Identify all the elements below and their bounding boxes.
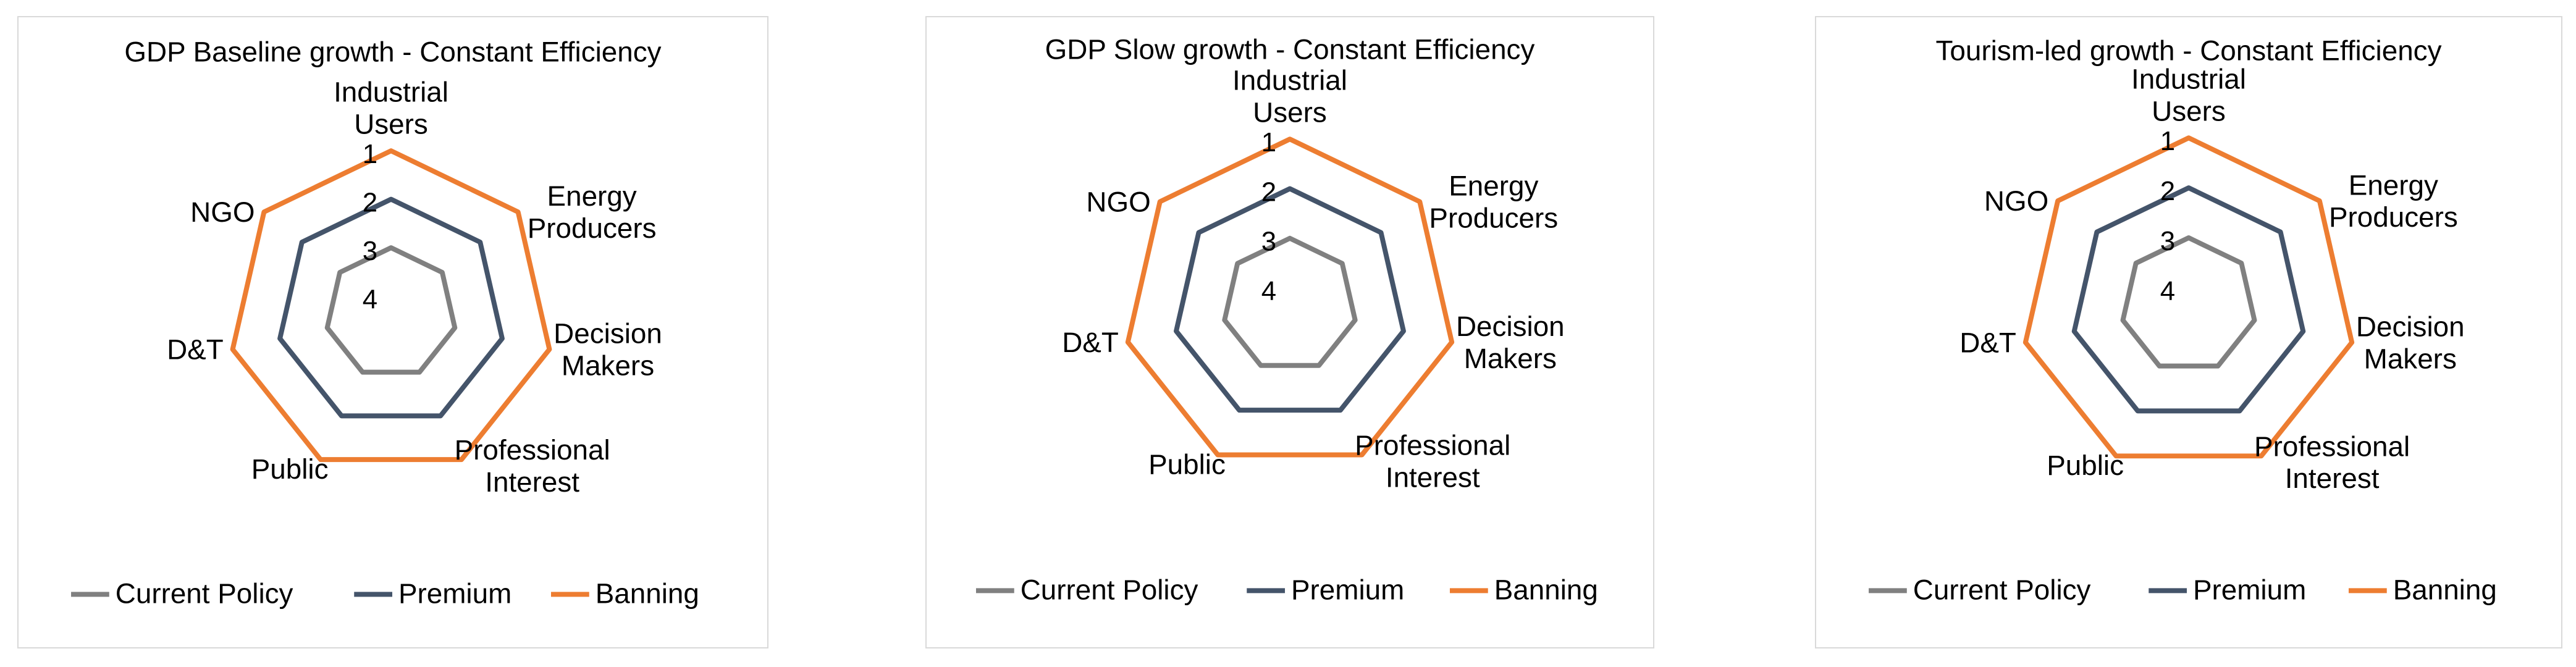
- legend-label-current-policy: Current Policy: [116, 577, 293, 609]
- rank-tick-label: 1: [1261, 127, 1276, 157]
- rank-tick-label: 4: [1261, 276, 1276, 306]
- legend-label-current-policy: Current Policy: [1021, 574, 1198, 605]
- chart-panel-1: GDP Baseline growth - Constant Efficienc…: [17, 16, 768, 648]
- series-current-policy-polygon: [1222, 235, 1358, 368]
- chart-panel-2: GDP Slow growth - Constant Efficiency 1 2 3…: [925, 16, 1654, 648]
- legend-label-premium: Premium: [2193, 574, 2306, 605]
- legend-label-current-policy: Current Policy: [1913, 574, 2091, 605]
- series-premium-polygon: [2071, 185, 2306, 414]
- radar-chart-2: GDP Slow growth - Constant Efficiency 1 2 3…: [975, 34, 1598, 605]
- series-premium-polygon: [277, 196, 505, 419]
- rank-tick-label: 3: [2160, 226, 2175, 256]
- legend-label-banning: Banning: [2393, 574, 2497, 605]
- axis-label-industrial-users: Industrial Users: [2131, 64, 2246, 127]
- axis-label-energy-producers: Energy Producers: [2329, 169, 2458, 233]
- axis-label-decision-makers: Decision Makers: [2356, 311, 2465, 375]
- rank-tick-label: 1: [363, 139, 377, 169]
- series-current-policy-polygon: [2120, 235, 2257, 369]
- legend-label-premium: Premium: [1291, 574, 1404, 605]
- rank-tick-label: 1: [2160, 126, 2175, 156]
- chart-panel-3: Tourism-led growth - Constant Efficiency…: [1815, 16, 2562, 648]
- axis-label-decision-makers: Decision Makers: [554, 318, 662, 382]
- series-banning-polygon: [2022, 135, 2355, 459]
- chart-title: GDP Baseline growth - Constant Efficienc…: [124, 36, 661, 68]
- legend-label-banning: Banning: [1494, 574, 1598, 605]
- axis-label-ngo: NGO: [190, 196, 255, 228]
- axis-label-professional-interest: Professional Interest: [455, 434, 610, 498]
- series-current-policy-polygon: [324, 245, 458, 375]
- rank-tick-label: 4: [363, 285, 377, 315]
- radar-chart-3: Tourism-led growth - Constant Efficiency…: [1869, 35, 2497, 605]
- axis-label-professional-interest: Professional Interest: [2254, 430, 2410, 494]
- axis-label-energy-producers: Energy Producers: [528, 180, 657, 244]
- radar-chart-1: GDP Baseline growth - Constant Efficienc…: [71, 36, 699, 609]
- axis-label-ngo: NGO: [1086, 186, 1150, 217]
- chart-title: Tourism-led growth - Constant Efficiency: [1935, 35, 2441, 67]
- series-premium-polygon: [1174, 186, 1406, 413]
- rank-tick-label: 3: [363, 236, 377, 266]
- axis-label-public: Public: [1148, 448, 1226, 480]
- axis-label-ngo: NGO: [1984, 185, 2048, 217]
- chart-title: GDP Slow growth - Constant Efficiency: [1045, 34, 1535, 65]
- rank-tick-label: 2: [363, 188, 377, 218]
- axis-label-energy-producers: Energy Producers: [1429, 170, 1558, 234]
- rank-tick-label: 3: [1261, 227, 1276, 257]
- legend-label-banning: Banning: [596, 577, 699, 609]
- axis-label-professional-interest: Professional Interest: [1355, 429, 1510, 493]
- series-banning-polygon: [230, 148, 552, 463]
- axis-label-public: Public: [2047, 450, 2124, 481]
- axis-label-d-t: D&T: [167, 334, 224, 366]
- series-banning-polygon: [1125, 136, 1455, 458]
- axis-label-industrial-users: Industrial Users: [334, 76, 448, 140]
- axis-label-decision-makers: Decision Makers: [1456, 311, 1565, 374]
- rank-tick-label: 2: [1261, 177, 1276, 207]
- rank-tick-label: 4: [2160, 276, 2175, 306]
- legend-label-premium: Premium: [398, 577, 511, 609]
- rank-tick-label: 2: [2160, 176, 2175, 206]
- axis-label-industrial-users: Industrial Users: [1232, 65, 1347, 128]
- axis-label-d-t: D&T: [1959, 327, 2016, 358]
- axis-label-public: Public: [251, 453, 329, 485]
- axis-label-d-t: D&T: [1062, 327, 1119, 358]
